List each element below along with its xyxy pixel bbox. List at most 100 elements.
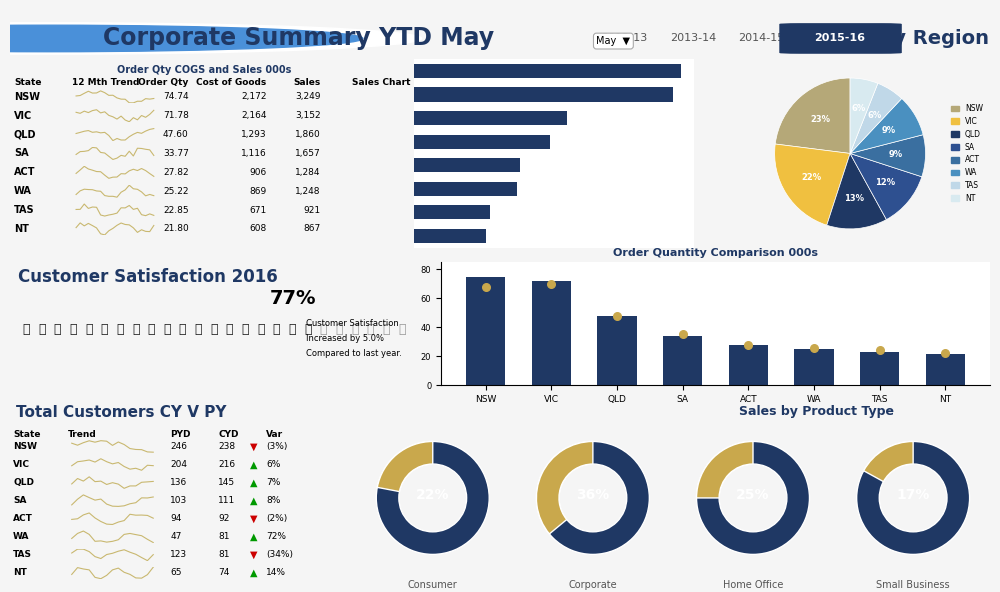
Text: 👤: 👤 — [54, 323, 61, 336]
Text: Sales by Product Type: Sales by Product Type — [739, 405, 894, 418]
Text: ▼: ▼ — [250, 550, 258, 560]
Text: 👤: 👤 — [179, 323, 186, 336]
Text: 1,116: 1,116 — [241, 149, 267, 158]
Text: WA: WA — [14, 186, 32, 196]
Bar — [414, 158, 520, 172]
Text: 2015-16: 2015-16 — [815, 34, 866, 43]
Text: 136: 136 — [170, 478, 187, 487]
Text: 2013-14: 2013-14 — [670, 34, 716, 43]
Bar — [414, 182, 517, 196]
Wedge shape — [775, 144, 850, 225]
Text: 👤: 👤 — [288, 323, 296, 336]
Text: 👤: 👤 — [132, 323, 139, 336]
Text: 1,657: 1,657 — [295, 149, 321, 158]
Text: QLD: QLD — [14, 130, 36, 140]
Text: 2,172: 2,172 — [241, 92, 267, 101]
Text: 👤: 👤 — [304, 323, 312, 336]
Text: NT: NT — [13, 568, 27, 577]
Text: 21.80: 21.80 — [163, 224, 189, 233]
Text: 94: 94 — [170, 514, 182, 523]
Text: (2%): (2%) — [266, 514, 287, 523]
Text: 👤: 👤 — [382, 323, 390, 336]
Text: 12%: 12% — [875, 178, 895, 187]
Text: 1,860: 1,860 — [295, 130, 321, 139]
Title: Order Quantity Comparison 000s: Order Quantity Comparison 000s — [613, 249, 818, 259]
Text: 12 Mth Trend: 12 Mth Trend — [72, 78, 140, 87]
Bar — [926, 353, 965, 385]
Text: 145: 145 — [218, 478, 235, 487]
Bar — [532, 281, 571, 385]
Text: 3,152: 3,152 — [295, 111, 321, 120]
Text: 👤: 👤 — [194, 323, 202, 336]
Text: May  ▼: May ▼ — [596, 36, 630, 46]
Text: 👤: 👤 — [241, 323, 249, 336]
Text: 23%: 23% — [810, 115, 830, 124]
Text: ▲: ▲ — [250, 496, 258, 506]
Text: 👤: 👤 — [273, 323, 280, 336]
Text: 14%: 14% — [266, 568, 286, 577]
Wedge shape — [850, 135, 926, 177]
Text: 81: 81 — [218, 532, 230, 541]
Text: Cost of Goods: Cost of Goods — [196, 78, 267, 87]
Text: 867: 867 — [304, 224, 321, 233]
Text: Order Qty COGS and Sales 000s: Order Qty COGS and Sales 000s — [117, 65, 292, 75]
Text: 74: 74 — [218, 568, 230, 577]
Text: 2,164: 2,164 — [241, 111, 267, 120]
Text: 22.85: 22.85 — [163, 205, 189, 214]
Wedge shape — [775, 78, 850, 153]
Point — [806, 343, 822, 352]
Text: ▼: ▼ — [250, 442, 258, 452]
Point — [609, 311, 625, 320]
Bar — [414, 64, 681, 78]
Text: Corporate Summary YTD May: Corporate Summary YTD May — [103, 27, 494, 50]
Text: Compared to last year.: Compared to last year. — [306, 349, 402, 358]
Text: 111: 111 — [218, 496, 235, 505]
Text: 204: 204 — [170, 460, 187, 469]
Bar — [414, 111, 567, 125]
Text: ▼: ▼ — [250, 514, 258, 524]
Point — [740, 340, 756, 349]
Text: 👤: 👤 — [257, 323, 265, 336]
Text: 7%: 7% — [266, 478, 281, 487]
Bar — [860, 352, 899, 385]
Text: TAS: TAS — [14, 205, 35, 215]
Text: 👤: 👤 — [367, 323, 374, 336]
Wedge shape — [850, 153, 922, 220]
Text: 👤: 👤 — [69, 323, 77, 336]
Text: State: State — [14, 78, 41, 87]
Point — [478, 282, 494, 291]
Text: 👤: 👤 — [351, 323, 358, 336]
Text: 1,293: 1,293 — [241, 130, 267, 139]
Bar — [729, 345, 768, 385]
Text: 33.77: 33.77 — [163, 149, 189, 158]
Circle shape — [0, 22, 422, 54]
Text: 9%: 9% — [882, 126, 896, 135]
Text: PYD: PYD — [170, 430, 191, 439]
Text: 92: 92 — [218, 514, 230, 523]
Text: 6%: 6% — [851, 105, 866, 114]
Text: 72%: 72% — [266, 532, 286, 541]
Text: 2012-13: 2012-13 — [601, 34, 648, 43]
Text: SA: SA — [14, 149, 29, 159]
Wedge shape — [827, 153, 886, 229]
Text: 👤: 👤 — [335, 323, 343, 336]
Text: 77%: 77% — [269, 289, 316, 308]
Text: TAS: TAS — [13, 551, 32, 559]
Text: QLD: QLD — [13, 478, 34, 487]
Circle shape — [0, 25, 363, 52]
Text: 9%: 9% — [888, 150, 902, 159]
Text: (3%): (3%) — [266, 442, 288, 451]
Text: 13%: 13% — [844, 194, 864, 203]
Text: NSW: NSW — [14, 92, 40, 102]
Text: (34%): (34%) — [266, 551, 293, 559]
Text: 8%: 8% — [266, 496, 281, 505]
Text: ACT: ACT — [13, 514, 33, 523]
Bar — [414, 229, 486, 243]
Text: 👤: 👤 — [101, 323, 108, 336]
Text: CYD: CYD — [218, 430, 239, 439]
Text: ACT: ACT — [14, 168, 35, 178]
Text: Sales Chart: Sales Chart — [352, 78, 411, 87]
Text: 👤: 👤 — [163, 323, 171, 336]
Text: 123: 123 — [170, 551, 187, 559]
Text: 238: 238 — [218, 442, 235, 451]
